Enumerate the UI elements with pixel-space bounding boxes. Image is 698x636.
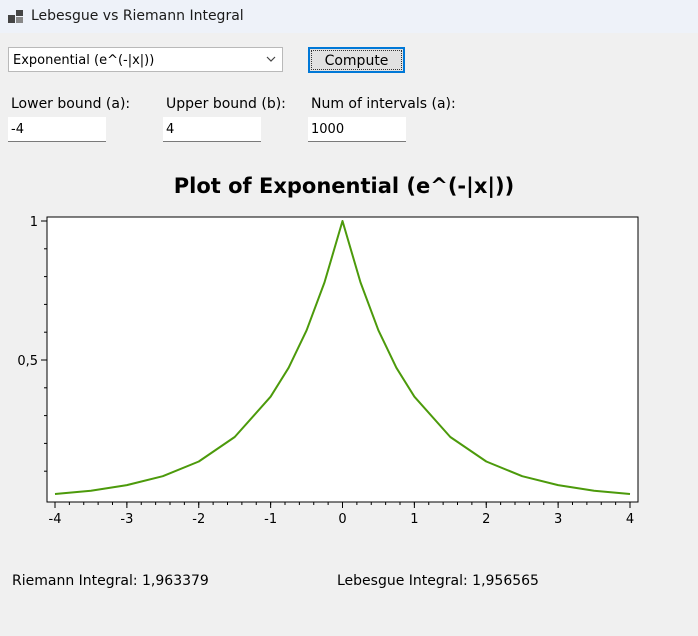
x-tick-label: 3 [554, 512, 562, 527]
compute-button[interactable]: Compute [308, 47, 405, 73]
x-tick-label: -2 [192, 512, 205, 527]
x-tick-label: -3 [120, 512, 133, 527]
intervals-input[interactable]: 1000 [308, 117, 406, 142]
x-tick-label: -4 [49, 512, 62, 527]
y-tick-label: 0,5 [17, 354, 38, 369]
upper-bound-label: Upper bound (b): [166, 96, 286, 112]
series-line [54, 220, 631, 495]
function-select-value: Exponential (e^(-|x|)) [13, 53, 155, 68]
x-tick-label: 1 [410, 512, 418, 527]
lower-bound-label: Lower bound (a): [11, 96, 131, 112]
x-tick-label: 0 [338, 512, 346, 527]
function-plot: -4 -3 -2 -1 0 1 2 3 4 0,5 1 [17, 215, 639, 527]
title-bar: Lebesgue vs Riemann Integral [0, 0, 698, 33]
intervals-value: 1000 [311, 122, 345, 137]
function-select[interactable]: Exponential (e^(-|x|)) [8, 47, 283, 72]
lower-bound-value: -4 [11, 122, 24, 137]
riemann-result: Riemann Integral: 1,963379 [12, 573, 209, 589]
compute-button-label: Compute [324, 53, 389, 69]
x-tick-label: 2 [482, 512, 490, 527]
window-title: Lebesgue vs Riemann Integral [31, 8, 244, 24]
lebesgue-result: Lebesgue Integral: 1,956565 [337, 573, 539, 589]
y-tick-label: 1 [30, 215, 38, 230]
chevron-down-icon [266, 56, 276, 62]
compute-button-focus-rect [311, 50, 402, 70]
plot-area [46, 216, 639, 503]
x-tick-label: 4 [626, 512, 634, 527]
upper-bound-value: 4 [166, 122, 175, 137]
lower-bound-input[interactable]: -4 [8, 117, 106, 142]
upper-bound-input[interactable]: 4 [163, 117, 261, 142]
intervals-label: Num of intervals (a): [311, 96, 456, 112]
chart-title: Plot of Exponential (e^(-|x|)) [173, 174, 515, 198]
app-window-icon [8, 10, 23, 23]
x-tick-label: -1 [264, 512, 277, 527]
